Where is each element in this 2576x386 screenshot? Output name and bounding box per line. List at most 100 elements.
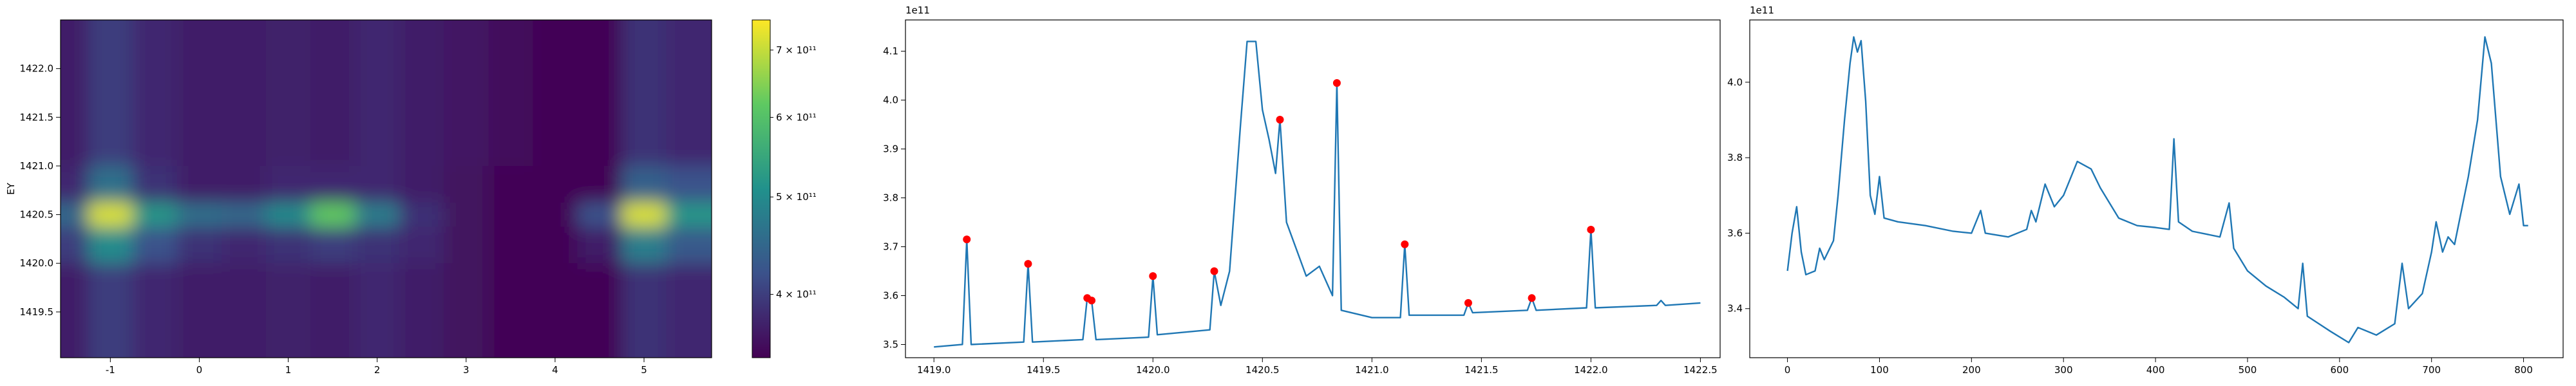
x-tick-label: 1420.0	[1136, 364, 1170, 376]
peak-marker	[1332, 79, 1341, 87]
heatmap-cell	[176, 226, 222, 264]
heatmap-cell	[533, 117, 578, 167]
x-tick-label: 5	[641, 364, 647, 376]
heatmap-cell	[621, 165, 667, 203]
heatmap-cell	[621, 117, 667, 167]
heatmap-cell	[310, 226, 355, 264]
x-tick-label: 200	[1962, 364, 1981, 376]
heatmap-cell	[88, 165, 133, 203]
heatmap-cell	[399, 165, 444, 203]
heatmap-cell	[666, 263, 712, 313]
heatmap-cell	[176, 165, 222, 203]
heatmap-cell	[132, 117, 178, 167]
heatmap-cell	[355, 117, 400, 167]
heatmap-cell	[61, 117, 89, 167]
x-tick-label: 100	[1870, 364, 1889, 376]
heatmap-cell	[221, 68, 267, 118]
heatmap-cell	[61, 20, 89, 69]
heatmap-cell	[61, 311, 89, 358]
heatmap-cell	[577, 311, 623, 358]
heatmap-cell	[88, 263, 133, 313]
heatmap-cell	[533, 226, 578, 264]
heatmap-cell	[176, 20, 222, 69]
heatmap-cell	[221, 165, 267, 203]
heatmap-cell	[621, 226, 667, 264]
heatmap-cell	[266, 117, 311, 167]
heatmap-cell	[221, 226, 267, 264]
heatmap-cell	[176, 68, 222, 118]
y-tick-label: 1422.0	[20, 63, 54, 75]
heatmap-cell	[266, 311, 311, 358]
heatmap-cell	[176, 117, 222, 167]
y-tick-label: 1420.0	[20, 257, 54, 269]
heatmap-cell	[399, 311, 444, 358]
y-tick-label: 1421.0	[20, 160, 54, 172]
y-tick-label: 3.8	[1727, 152, 1743, 163]
y-tick-label: 3.6	[883, 290, 898, 302]
heatmap-cell	[399, 263, 444, 313]
y-tick-label: 4.0	[883, 95, 898, 106]
x-tick-label: 0	[1785, 364, 1791, 376]
heatmap-cell	[444, 165, 489, 203]
x-tick-label: 1420.5	[1245, 364, 1280, 376]
heatmap-cell	[310, 20, 355, 69]
heatmap-cell	[666, 165, 712, 203]
heatmap-cell	[61, 263, 89, 313]
colorbar-tick-label: 7 × 10¹¹	[776, 44, 817, 56]
heatmap-cell	[444, 202, 489, 228]
heatmap-cell	[399, 68, 444, 118]
offset-text: 1e11	[1750, 5, 1774, 16]
heatmap-cell	[132, 226, 178, 264]
heatmap-cell	[88, 117, 133, 167]
heatmap-cell	[577, 263, 623, 313]
heatmap-cell	[310, 263, 355, 313]
heatmap-cell	[444, 68, 489, 118]
heatmap-cell	[310, 202, 355, 228]
heatmap-cell	[488, 165, 533, 203]
heatmap-cell	[488, 202, 533, 228]
heatmap-cell	[621, 20, 667, 69]
heatmap-cell	[577, 165, 623, 203]
y-tick-label: 3.5	[883, 338, 898, 350]
heatmap-cell	[666, 226, 712, 264]
heatmap-cell	[621, 68, 667, 118]
heatmap-cell	[221, 20, 267, 69]
offset-text: 1e11	[905, 5, 930, 16]
heatmap-cell	[399, 226, 444, 264]
peak-marker	[1276, 115, 1284, 124]
heatmap-cell	[132, 68, 178, 118]
x-tick-label: 1	[285, 364, 292, 376]
heatmap-cell	[444, 311, 489, 358]
peak-marker	[1024, 260, 1032, 268]
heatmap-cell	[577, 20, 623, 69]
heatmap-cell	[444, 117, 489, 167]
heatmap-cell	[533, 165, 578, 203]
heatmap-cell	[132, 311, 178, 358]
line	[1786, 36, 2528, 344]
x-tick-label: 1419.0	[917, 364, 951, 376]
heatmap-cell	[533, 311, 578, 358]
colorbar-tick-label: 6 × 10¹¹	[776, 111, 817, 123]
x-tick-label: 1422.5	[1683, 364, 1718, 376]
heatmap-cell	[533, 20, 578, 69]
y-tick-label: 1419.5	[20, 306, 54, 318]
heatmap-cell	[132, 165, 178, 203]
heatmap-cell	[310, 117, 355, 167]
heatmap-cell	[666, 117, 712, 167]
x-tick-label: 500	[2239, 364, 2257, 376]
x-tick-label: 1419.5	[1027, 364, 1061, 376]
y-tick-label: 4.0	[1727, 77, 1743, 88]
heatmap	[61, 20, 712, 358]
axes-frame	[60, 19, 712, 358]
heatmap-cell	[355, 20, 400, 69]
heatmap-cell	[61, 226, 89, 264]
heatmap-cell	[355, 68, 400, 118]
heatmap-cell	[355, 165, 400, 203]
heatmap-cell	[621, 311, 667, 358]
colorbar	[752, 19, 771, 358]
x-tick-label: 800	[2514, 364, 2533, 376]
heatmap-cell	[221, 202, 267, 228]
peak-marker	[1528, 294, 1536, 302]
heatmap-cell	[221, 311, 267, 358]
